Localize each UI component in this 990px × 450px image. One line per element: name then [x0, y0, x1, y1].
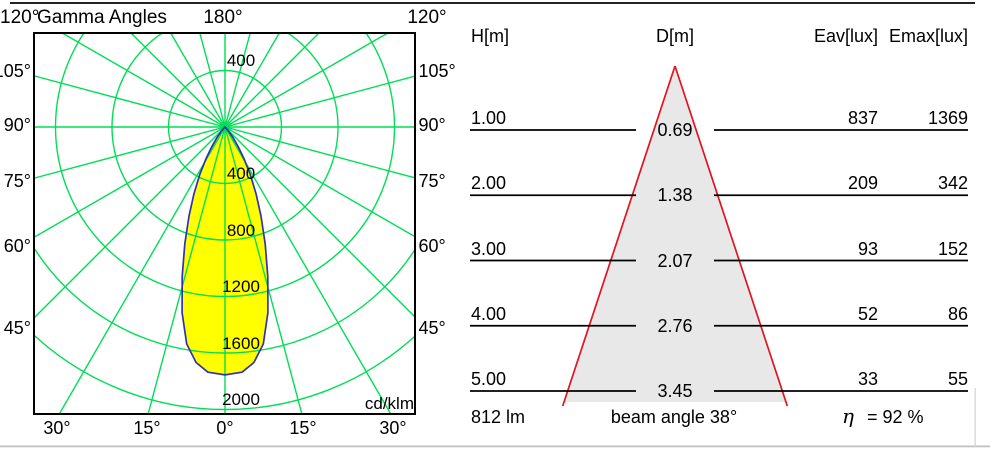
polar-angle-label-left: 45°: [3, 318, 31, 338]
polar-angle-label-bottom: 30°: [43, 418, 71, 438]
polar-angle-label-180-top: 180°: [203, 7, 243, 28]
polar-grid-ring: [111, 33, 339, 241]
polar-grid-ray: [130, 33, 226, 128]
polar-grid-ray: [60, 33, 226, 128]
row-emax-value: 342: [937, 173, 968, 194]
polar-ring-label: 1600: [222, 333, 260, 353]
polar-grid-ray: [169, 33, 226, 128]
light-cone-edge-left: [561, 65, 676, 407]
polar-grid-ray: [147, 126, 226, 414]
luminous-flux-label: 812 lm: [471, 407, 526, 427]
polar-ring-label: 400: [226, 164, 256, 183]
row-diameter-value: 0.69: [657, 120, 693, 140]
polar-ring-label: 2000: [222, 390, 260, 409]
intensity-curve-outline: [181, 126, 269, 376]
polar-ring-label: 800: [226, 220, 256, 240]
cone-diagram: [561, 65, 789, 407]
row-emax-value: 1369: [927, 108, 968, 128]
row-height-value: 2.00: [471, 173, 507, 194]
row-height-value: 3.00: [471, 238, 507, 259]
polar-angle-label-bottom: 15°: [289, 418, 317, 438]
polar-angle-label-bottom: 30°: [379, 418, 407, 438]
polar-grid-ring: [167, 69, 283, 185]
efficiency-label: η = 92 %: [842, 404, 924, 428]
polar-angle-label-left: 90°: [3, 115, 31, 135]
eta-symbol: η: [842, 404, 854, 428]
top-rule: [10, 2, 975, 4]
polar-grid-ring: [34, 334, 415, 411]
polar-grid-ray: [34, 75, 226, 128]
polar-chart-title: Gamma Angles: [37, 7, 167, 28]
polar-grid-ray: [34, 126, 226, 319]
polar-angle-label-120-top-left: 120°: [0, 7, 40, 28]
row-eav-value: 209: [847, 173, 878, 194]
table-row-lines: [470, 129, 968, 392]
efficiency-value: = 92 %: [866, 407, 924, 427]
polar-angle-label-right: 90°: [418, 115, 446, 135]
table-header-eav: Eav[lux]: [813, 26, 878, 46]
polar-grid-ray: [224, 33, 320, 128]
polar-grid-ring: [54, 33, 396, 298]
row-diameter-value: 3.45: [657, 381, 693, 401]
polar-angle-label-left: 75°: [3, 171, 31, 191]
row-height-value: 4.00: [471, 303, 507, 324]
polar-unit-label: cd/klm: [364, 394, 414, 413]
polar-ring-label: 1200: [222, 277, 260, 296]
polar-angle-label-left: 105°: [0, 61, 31, 81]
polar-grid-ray: [224, 75, 415, 128]
polar-grid-ray: [224, 126, 303, 414]
row-eav-value: 93: [857, 238, 878, 259]
polar-angle-label-right: 105°: [418, 61, 456, 81]
polar-angle-label-left: 60°: [3, 236, 31, 256]
beam-angle-label: beam angle 38°: [610, 407, 738, 427]
polar-angle-label-right: 75°: [418, 171, 446, 191]
polar-angle-label-right: 45°: [418, 318, 446, 338]
table-header-diameter: D[m]: [656, 26, 694, 46]
row-emax-value: 86: [947, 303, 968, 324]
polar-angle-label-120-top-right: 120°: [407, 7, 447, 28]
right-rule: [974, 388, 976, 447]
row-diameter-value: 2.76: [657, 315, 693, 336]
polar-grid-ray: [34, 126, 226, 239]
polar-grid-ring: [34, 246, 415, 354]
light-cone-fill: [564, 66, 786, 402]
row-height-value: 1.00: [471, 108, 507, 128]
table-header-emax: Emax[lux]: [888, 26, 968, 46]
table-header-height: H[m]: [471, 26, 509, 46]
polar-grid-ray: [224, 33, 281, 128]
polar-plot-border: [33, 32, 416, 415]
polar-chart: [33, 32, 416, 415]
row-height-value: 5.00: [471, 369, 507, 389]
polar-grid-ray: [224, 33, 390, 128]
polar-grid-ray: [224, 126, 415, 179]
polar-grid: [34, 33, 415, 414]
polar-angle-label-right: 60°: [418, 236, 446, 256]
row-diameter-value: 2.07: [657, 250, 693, 271]
polar-grid-ray: [224, 126, 415, 238]
row-eav-value: 837: [847, 108, 878, 128]
polar-ring-label: 400: [226, 51, 256, 70]
row-eav-value: 33: [857, 369, 878, 389]
row-eav-value: 52: [857, 303, 878, 324]
polar-grid-ray: [224, 126, 415, 318]
bottom-rule: [0, 445, 990, 448]
polar-grid-ray: [34, 126, 226, 179]
polar-grid-ray: [58, 126, 226, 414]
row-diameter-value: 1.38: [657, 185, 693, 206]
row-emax-value: 152: [937, 238, 968, 259]
polar-grid-ray: [224, 126, 392, 414]
polar-angle-label-bottom: 0°: [216, 418, 234, 438]
light-cone-edge-right: [674, 65, 789, 407]
polar-angle-label-bottom: 15°: [133, 418, 161, 438]
row-emax-value: 55: [947, 369, 968, 389]
